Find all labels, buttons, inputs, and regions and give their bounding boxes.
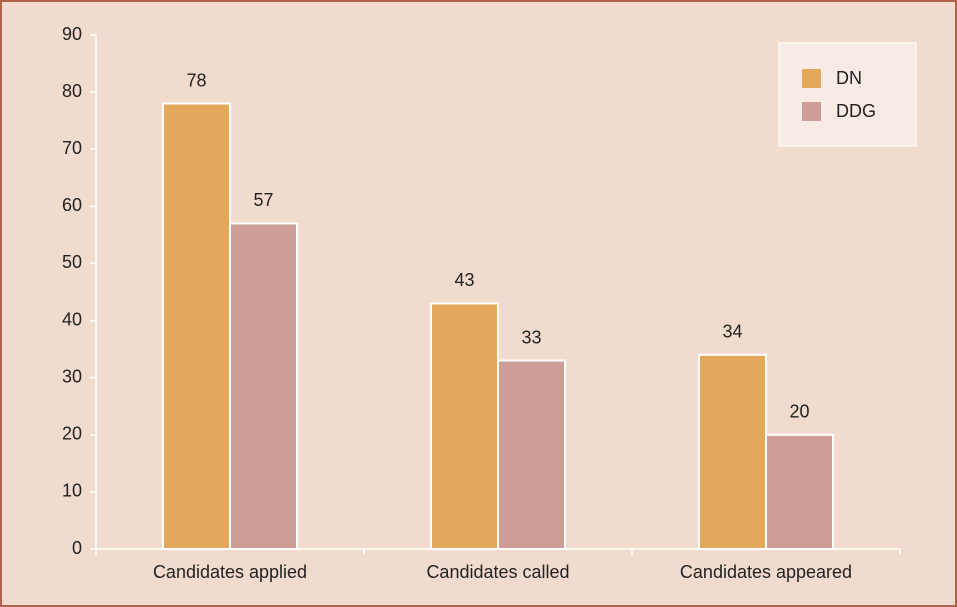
x-tick-label: Candidates appeared xyxy=(680,562,852,582)
x-tick-label: Candidates applied xyxy=(153,562,307,582)
y-tick-label: 0 xyxy=(72,538,82,558)
legend-swatch xyxy=(802,69,821,88)
bar xyxy=(497,359,566,550)
y-tick-label: 60 xyxy=(62,195,82,215)
data-label: 33 xyxy=(521,327,541,347)
y-tick-label: 20 xyxy=(62,424,82,444)
bar xyxy=(765,433,834,550)
x-tick-label: Candidates called xyxy=(426,562,569,582)
bar xyxy=(430,302,499,550)
data-label: 43 xyxy=(454,270,474,290)
bar xyxy=(162,102,231,551)
bar xyxy=(229,222,298,550)
y-tick-label: 50 xyxy=(62,252,82,272)
legend-box xyxy=(778,42,917,147)
data-label: 78 xyxy=(186,70,206,90)
y-tick-label: 90 xyxy=(62,24,82,44)
data-label: 57 xyxy=(253,190,273,210)
y-tick-label: 40 xyxy=(62,309,82,329)
bar xyxy=(698,353,767,551)
y-tick-label: 80 xyxy=(62,81,82,101)
legend-label: DN xyxy=(836,68,862,88)
legend-swatch xyxy=(802,102,821,121)
data-label: 20 xyxy=(789,402,809,422)
legend-label: DDG xyxy=(836,101,876,121)
y-tick-label: 30 xyxy=(62,366,82,386)
data-label: 34 xyxy=(722,322,742,342)
y-tick-label: 70 xyxy=(62,138,82,158)
y-tick-label: 10 xyxy=(62,481,82,501)
